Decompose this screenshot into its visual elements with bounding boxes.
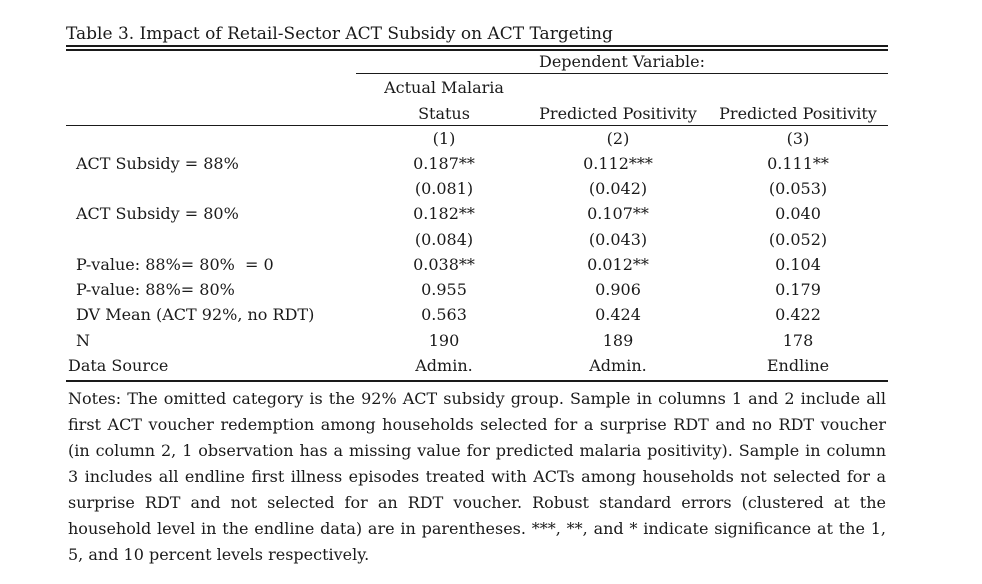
cell-pvalue-equal-col3: 0.179	[775, 280, 821, 299]
cell-dv-mean-col3: 0.422	[775, 305, 821, 324]
regression-table: Table 3. Impact of Retail-Sector ACT Sub…	[66, 24, 888, 564]
cell-pvalue-equal-col1: 0.955	[421, 280, 467, 299]
col1-header-line2: Status	[418, 104, 470, 123]
top-rule-2	[66, 49, 888, 51]
cell-n-col2: 189	[602, 331, 634, 350]
cell-data-source-col1: Admin.	[415, 356, 473, 375]
table-notes: Notes: The omitted category is the 92% A…	[68, 389, 886, 564]
spanner-rule	[356, 73, 888, 74]
cell-se-80-col3: (0.052)	[768, 230, 828, 249]
col1-header-line1: Actual Malaria	[384, 78, 504, 97]
bottom-rule	[66, 380, 888, 382]
cell-data-source-col3: Endline	[766, 356, 830, 375]
header-rule	[66, 125, 888, 126]
row-label-subsidy-80: ACT Subsidy = 80%	[76, 204, 239, 223]
col1-number: (1)	[432, 129, 456, 148]
col2-header: Predicted Positivity	[539, 104, 697, 123]
cell-subsidy-88-col2: 0.112***	[583, 154, 653, 173]
cell-se-88-col2: (0.042)	[588, 179, 648, 198]
row-label-pvalue-equal: P-value: 88%= 80%	[76, 280, 235, 299]
row-label-subsidy-88: ACT Subsidy = 88%	[76, 154, 239, 173]
spanner-header: Dependent Variable:	[539, 52, 705, 71]
row-label-pvalue-zero: P-value: 88%= 80% = 0	[76, 255, 274, 274]
cell-pvalue-zero-col3: 0.104	[775, 255, 821, 274]
top-rule-1	[66, 45, 888, 47]
cell-data-source-col2: Admin.	[589, 356, 647, 375]
row-label-data-source: Data Source	[68, 356, 169, 375]
cell-subsidy-80-col2: 0.107**	[587, 204, 649, 223]
cell-se-88-col3: (0.053)	[768, 179, 828, 198]
cell-se-80-col1: (0.084)	[414, 230, 474, 249]
cell-pvalue-zero-col1: 0.038**	[413, 255, 475, 274]
cell-pvalue-equal-col2: 0.906	[595, 280, 641, 299]
cell-n-col3: 178	[782, 331, 814, 350]
cell-dv-mean-col2: 0.424	[595, 305, 641, 324]
cell-se-80-col2: (0.043)	[588, 230, 648, 249]
row-label-dv-mean: DV Mean (ACT 92%, no RDT)	[76, 305, 315, 324]
cell-se-88-col1: (0.081)	[414, 179, 474, 198]
col2-number: (2)	[606, 129, 630, 148]
cell-dv-mean-col1: 0.563	[421, 305, 467, 324]
cell-n-col1: 190	[428, 331, 460, 350]
row-label-n: N	[76, 331, 90, 350]
cell-subsidy-88-col1: 0.187**	[413, 154, 475, 173]
cell-subsidy-80-col3: 0.040	[775, 204, 821, 223]
table-caption: Table 3. Impact of Retail-Sector ACT Sub…	[66, 24, 613, 44]
col3-header: Predicted Positivity	[719, 104, 877, 123]
col3-number: (3)	[786, 129, 810, 148]
cell-subsidy-88-col3: 0.111**	[767, 154, 829, 173]
cell-subsidy-80-col1: 0.182**	[413, 204, 475, 223]
cell-pvalue-zero-col2: 0.012**	[587, 255, 649, 274]
